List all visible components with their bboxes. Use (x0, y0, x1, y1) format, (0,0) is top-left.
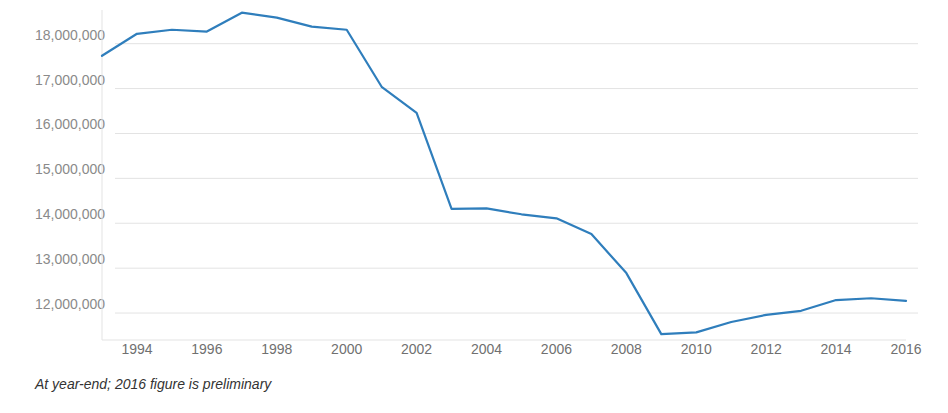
y-tick-label: 17,000,000 (35, 72, 105, 88)
chart: 12,000,000 13,000,000 14,000,000 15,000,000… (0, 0, 948, 413)
x-tick-label: 2012 (751, 341, 782, 357)
grid-line (115, 133, 918, 134)
x-tick-label: 2014 (821, 341, 852, 357)
grid-line (115, 223, 918, 224)
x-tick-label: 2006 (541, 341, 572, 357)
y-tick-label: 18,000,000 (35, 27, 105, 43)
x-tick-label: 2016 (890, 341, 921, 357)
x-tick-label: 2008 (611, 341, 642, 357)
x-tick-label: 1996 (191, 341, 222, 357)
y-tick-label: 15,000,000 (35, 161, 105, 177)
x-tick-label: 2000 (331, 341, 362, 357)
plot-area (102, 13, 906, 334)
y-tick-label: 12,000,000 (35, 296, 105, 312)
grid-line (115, 43, 918, 44)
grid-line (115, 268, 918, 269)
x-tick-label: 2004 (471, 341, 502, 357)
x-tick-label: 2010 (681, 341, 712, 357)
grid-line (115, 88, 918, 89)
grid-line (115, 178, 918, 179)
x-tick-label: 1994 (121, 341, 152, 357)
annotation: At year-end; 2016 figure is preliminary (34, 376, 272, 392)
grid-line (115, 313, 918, 314)
y-tick-label: 16,000,000 (35, 116, 105, 132)
y-tick-label: 13,000,000 (35, 251, 105, 267)
data-line (102, 13, 906, 334)
x-axis-line (102, 340, 906, 341)
x-tick-label: 1998 (261, 341, 292, 357)
y-tick-label: 14,000,000 (35, 206, 105, 222)
x-tick-label: 2002 (401, 341, 432, 357)
y-axis-line (102, 10, 103, 340)
